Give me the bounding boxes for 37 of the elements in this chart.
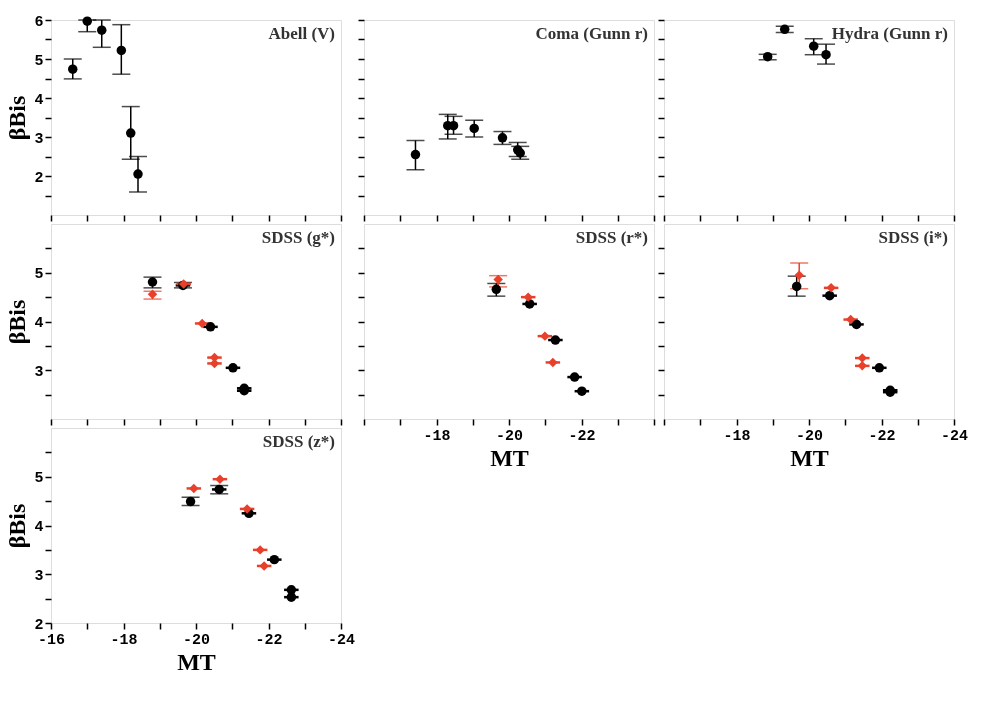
x-tick-label: -18 [110, 631, 138, 649]
y-tick-label: 3 [34, 130, 44, 148]
y-tick-label: 5 [34, 52, 44, 70]
y-tick-label: 2 [34, 169, 44, 187]
chart-title: SDSS (g*) [261, 228, 335, 247]
x-tick-label: -18 [423, 427, 451, 445]
y-axis-title: βBis [4, 299, 31, 345]
y-axis-title: βBis [4, 95, 31, 141]
x-tick-label: -24 [940, 427, 969, 445]
y-axis-title: βBis [4, 503, 31, 549]
x-tick-label: -20 [795, 427, 824, 445]
x-axis-title: MT [177, 648, 216, 675]
y-tick-label: 2 [34, 616, 44, 634]
y-tick-label: 3 [34, 567, 44, 585]
x-tick-label: -18 [723, 427, 751, 445]
x-axis-title: MT [790, 444, 829, 471]
x-tick-label: -20 [182, 631, 211, 649]
y-tick-label: 5 [34, 266, 44, 284]
y-tick-label: 3 [34, 363, 44, 381]
y-tick-label: 5 [34, 470, 44, 488]
x-tick-label: -22 [255, 631, 283, 649]
x-tick-label: -24 [327, 631, 356, 649]
x-tick-label: -22 [568, 427, 596, 445]
y-tick-label: 4 [34, 315, 44, 332]
y-tick-label: 4 [34, 91, 44, 109]
x-tick-label: -22 [868, 427, 896, 445]
chart-title: SDSS (i*) [878, 228, 948, 247]
x-axis-title: MT [490, 444, 529, 471]
y-tick-label: 4 [34, 519, 44, 536]
chart-title: SDSS (z*) [262, 432, 335, 451]
x-tick-label: -16 [37, 631, 66, 649]
chart-title: Coma (Gunn r) [535, 24, 648, 43]
chart-title: Hydra (Gunn r) [831, 24, 948, 43]
y-tick-label: 6 [34, 13, 44, 31]
chart-title: Abell (V) [268, 24, 335, 43]
x-tick-label: -20 [495, 427, 524, 445]
chart-title: SDSS (r*) [575, 228, 648, 247]
